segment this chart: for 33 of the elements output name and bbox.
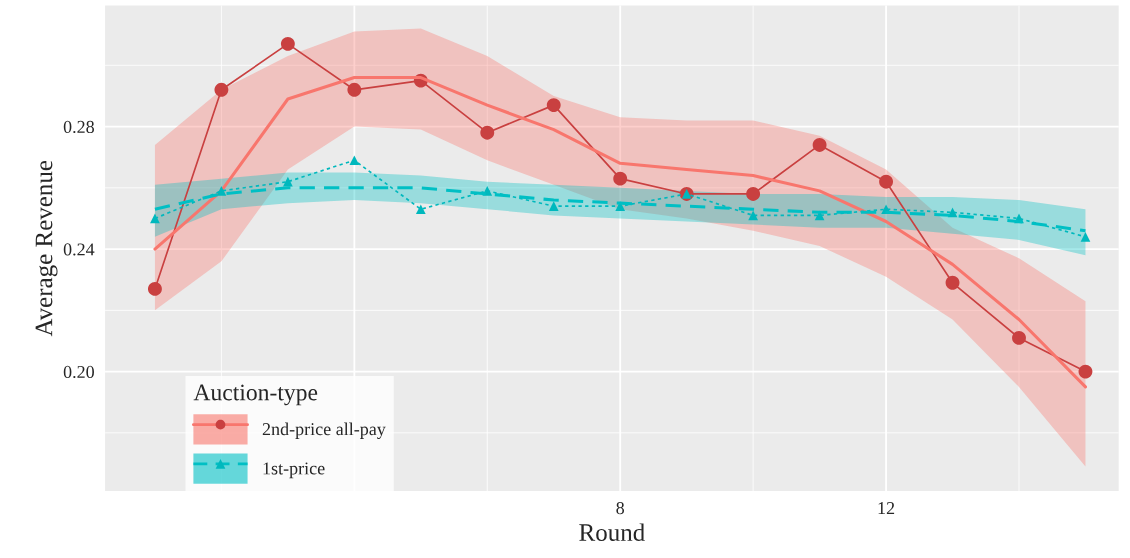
y-tick-label: 0.28 bbox=[63, 120, 94, 134]
legend-label: 2nd-price all-pay bbox=[262, 422, 386, 439]
point bbox=[945, 275, 960, 290]
point bbox=[148, 281, 162, 296]
point bbox=[548, 201, 559, 212]
point bbox=[347, 82, 362, 97]
point bbox=[746, 187, 761, 201]
y-axis-title: Average Revenue bbox=[35, 160, 58, 337]
point bbox=[482, 186, 493, 196]
point bbox=[812, 137, 827, 152]
point bbox=[546, 98, 561, 113]
point bbox=[613, 171, 628, 186]
point bbox=[349, 155, 360, 166]
x-tick-label: 12 bbox=[878, 502, 895, 514]
legend-label: 1st-price bbox=[263, 462, 325, 479]
point bbox=[1012, 330, 1026, 345]
point bbox=[1078, 364, 1093, 379]
point bbox=[879, 174, 894, 189]
x-axis-title: Round bbox=[579, 523, 645, 541]
y-tick-label: 0.24 bbox=[63, 243, 95, 256]
point bbox=[947, 207, 958, 218]
point bbox=[480, 125, 495, 140]
point bbox=[216, 186, 227, 196]
legend-title: Auction-type bbox=[193, 384, 318, 406]
point bbox=[1080, 231, 1091, 242]
point bbox=[283, 176, 293, 187]
point bbox=[214, 82, 229, 97]
point bbox=[415, 204, 426, 215]
x-tick-label: 8 bbox=[616, 501, 625, 515]
point bbox=[150, 213, 160, 224]
point bbox=[280, 36, 295, 51]
point bbox=[748, 210, 758, 221]
y-tick-label: 0.20 bbox=[63, 365, 94, 379]
